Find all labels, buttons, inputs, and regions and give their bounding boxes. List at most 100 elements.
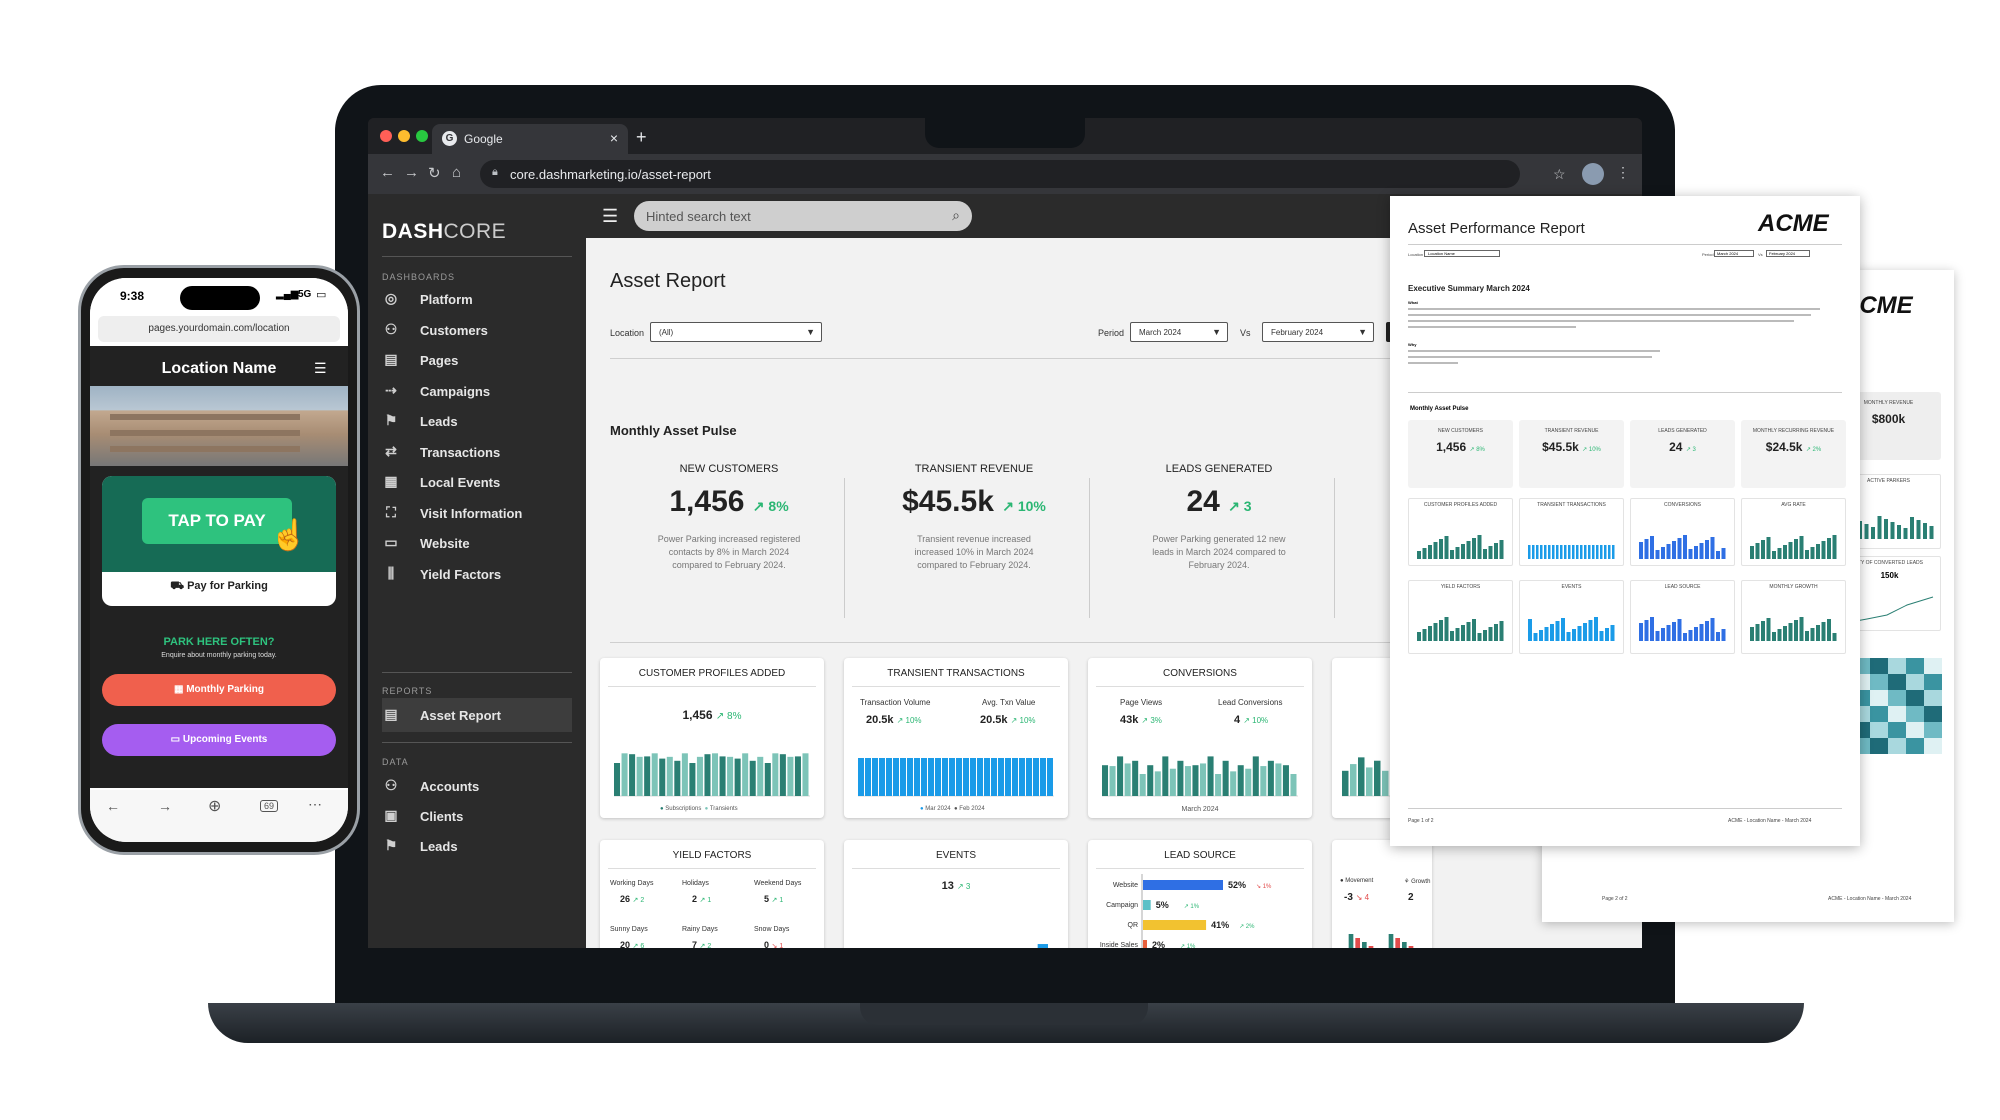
browser-menu-icon[interactable]: ⋮	[1616, 164, 1630, 180]
forward-icon[interactable]: →	[404, 164, 419, 181]
bar	[865, 758, 871, 796]
card-events[interactable]: EVENTS 13 ↗ 3	[844, 840, 1068, 948]
report-bar	[1721, 548, 1726, 559]
phone-url-bar[interactable]: pages.yourdomain.com/location	[98, 316, 340, 342]
new-tab-icon[interactable]: ⊕	[208, 798, 222, 815]
vs-value: February 2024	[1769, 251, 1796, 256]
close-tab-icon[interactable]: ×	[609, 130, 618, 146]
sidebar-item-yield-factors[interactable]: ⫼ Yield Factors	[382, 557, 572, 591]
card-transient-transactions[interactable]: TRANSIENT TRANSACTIONS Transaction Volum…	[844, 658, 1068, 818]
heatmap-cell	[1906, 738, 1924, 754]
phone-menu-icon[interactable]: ☰	[314, 360, 327, 376]
home-icon[interactable]: ⌂	[452, 164, 462, 181]
hamburger-menu-icon[interactable]: ☰	[602, 206, 619, 226]
card-value-row: $24.5k ↗ 2%	[1741, 440, 1846, 454]
report-bar	[1799, 617, 1804, 641]
divider	[610, 358, 1430, 359]
report-bar	[1528, 619, 1532, 641]
sidebar-item-customers[interactable]: ⚇ Customers	[382, 313, 572, 347]
bar	[1230, 771, 1237, 796]
card-yield-factors[interactable]: YIELD FACTORS Working Days 26 ↗ 2 Holidays…	[600, 840, 824, 948]
url-input[interactable]: 🔒︎ core.dashmarketing.io/asset-report	[480, 160, 1520, 188]
card-growth[interactable]: ● Movement ⚘ Growth -3 ↘ 4 2	[1332, 840, 1432, 948]
bookmark-star-icon[interactable]: ☆	[1553, 166, 1566, 182]
sidebar-item-local-events[interactable]: ▦ Local Events	[382, 465, 572, 499]
bar	[666, 756, 673, 796]
yield-value: 2	[692, 894, 698, 904]
reload-icon[interactable]: ↻	[428, 165, 441, 182]
sidebar-item-accounts[interactable]: ⚇ Accounts	[382, 769, 572, 803]
report-bar	[1650, 536, 1654, 559]
bar	[1884, 519, 1888, 539]
maximize-window-icon[interactable]	[416, 130, 428, 142]
period-select[interactable]: March 2024 ▼	[1130, 322, 1228, 342]
heatmap-cell	[1924, 674, 1942, 690]
upcoming-events-button[interactable]: ▭ Upcoming Events	[102, 724, 336, 756]
card-title: LEADS GENERATED	[1658, 428, 1707, 434]
vs-select[interactable]: February 2024 ▼	[1262, 322, 1374, 342]
close-window-icon[interactable]	[380, 130, 392, 142]
report-bar	[1821, 622, 1826, 641]
report-bar	[1566, 632, 1571, 641]
google-icon: G	[442, 131, 457, 146]
tap-to-pay-button[interactable]: TAP TO PAY	[142, 498, 292, 544]
sidebar-item-campaigns[interactable]: ⇢ Campaigns	[382, 374, 572, 408]
bar	[1047, 758, 1053, 796]
report-bar	[1592, 545, 1595, 559]
back-icon[interactable]: ←	[106, 798, 120, 814]
sidebar-item-asset-report[interactable]: ▤ Asset Report	[382, 698, 572, 732]
bar	[772, 753, 779, 796]
card-lead-source[interactable]: LEAD SOURCE Website 52% ↘ 1% Campaign 5% ↗ 1%…	[1088, 840, 1312, 948]
section-reports: REPORTS	[382, 686, 433, 696]
users-icon: ⚇	[384, 320, 398, 337]
bar	[1147, 765, 1154, 796]
location-select[interactable]: (All) ▼	[650, 322, 822, 342]
profile-avatar[interactable]	[1582, 163, 1604, 185]
bar	[949, 758, 955, 796]
new-tab-button[interactable]: +	[636, 127, 647, 147]
search-icon[interactable]: ⌕	[952, 207, 960, 223]
bar	[1402, 942, 1407, 948]
report-bar	[1461, 625, 1465, 641]
tab-count[interactable]: 69	[260, 800, 279, 812]
back-icon[interactable]: ←	[380, 164, 395, 181]
card-title: LEAD SOURCE	[1164, 850, 1236, 861]
pay-for-parking-link[interactable]: ⛟ Pay for Parking	[102, 580, 336, 594]
sidebar-item-visit-information[interactable]: ⛶ Visit Information	[382, 496, 572, 530]
sidebar-item-pages[interactable]: ▤ Pages	[382, 343, 572, 377]
lock-icon: 🔒︎	[492, 166, 498, 178]
lead-source-change: ↗ 1%	[1180, 944, 1196, 948]
sidebar-item-clients[interactable]: ▣ Clients	[382, 799, 572, 833]
monthly-parking-button[interactable]: ▦ Monthly Parking	[102, 674, 336, 706]
upcoming-events-label: Upcoming Events	[182, 734, 268, 745]
yield-value: 7	[692, 940, 698, 948]
sidebar-item-transactions[interactable]: ⇄ Transactions	[382, 435, 572, 469]
why-text-lines	[1408, 350, 1828, 364]
sidebar-item-leads[interactable]: ⚑ Leads	[382, 829, 572, 863]
report-bar	[1544, 627, 1549, 641]
bar	[1102, 765, 1109, 796]
minimize-window-icon[interactable]	[398, 130, 410, 142]
report-bar	[1428, 545, 1432, 559]
sidebar-item-website[interactable]: ▭ Website	[382, 526, 572, 560]
report-bar	[1816, 625, 1820, 641]
yield-label: Holidays	[682, 880, 709, 887]
card-title: CONVERSIONS	[1163, 668, 1237, 679]
heatmap-cell	[1924, 706, 1942, 722]
forward-icon[interactable]: →	[158, 798, 172, 814]
card-customer-profiles[interactable]: CUSTOMER PROFILES ADDED 1,456 ↗ 8% ● Sub…	[600, 658, 824, 818]
lead-source-label: QR	[1128, 922, 1139, 929]
report-bar	[1710, 537, 1715, 559]
card-conversions[interactable]: CONVERSIONS Page Views Lead Conversions …	[1088, 658, 1312, 818]
browser-tab[interactable]: G Google ×	[432, 124, 628, 154]
report-bar	[1694, 546, 1698, 559]
kpi-change: ↗ 8%	[752, 498, 789, 514]
more-icon[interactable]: ⋯	[308, 796, 322, 812]
search-input[interactable]: Hinted search text ⌕	[634, 201, 972, 231]
bar	[1929, 526, 1934, 539]
sidebar-item-platform[interactable]: ◎ Platform	[382, 282, 572, 316]
dashcore-logo[interactable]: DASHCORE	[382, 220, 506, 244]
bar	[1132, 760, 1139, 796]
sidebar-item-leads[interactable]: ⚑ Leads	[382, 404, 572, 438]
lead-source-change: ↘ 1%	[1256, 884, 1272, 890]
